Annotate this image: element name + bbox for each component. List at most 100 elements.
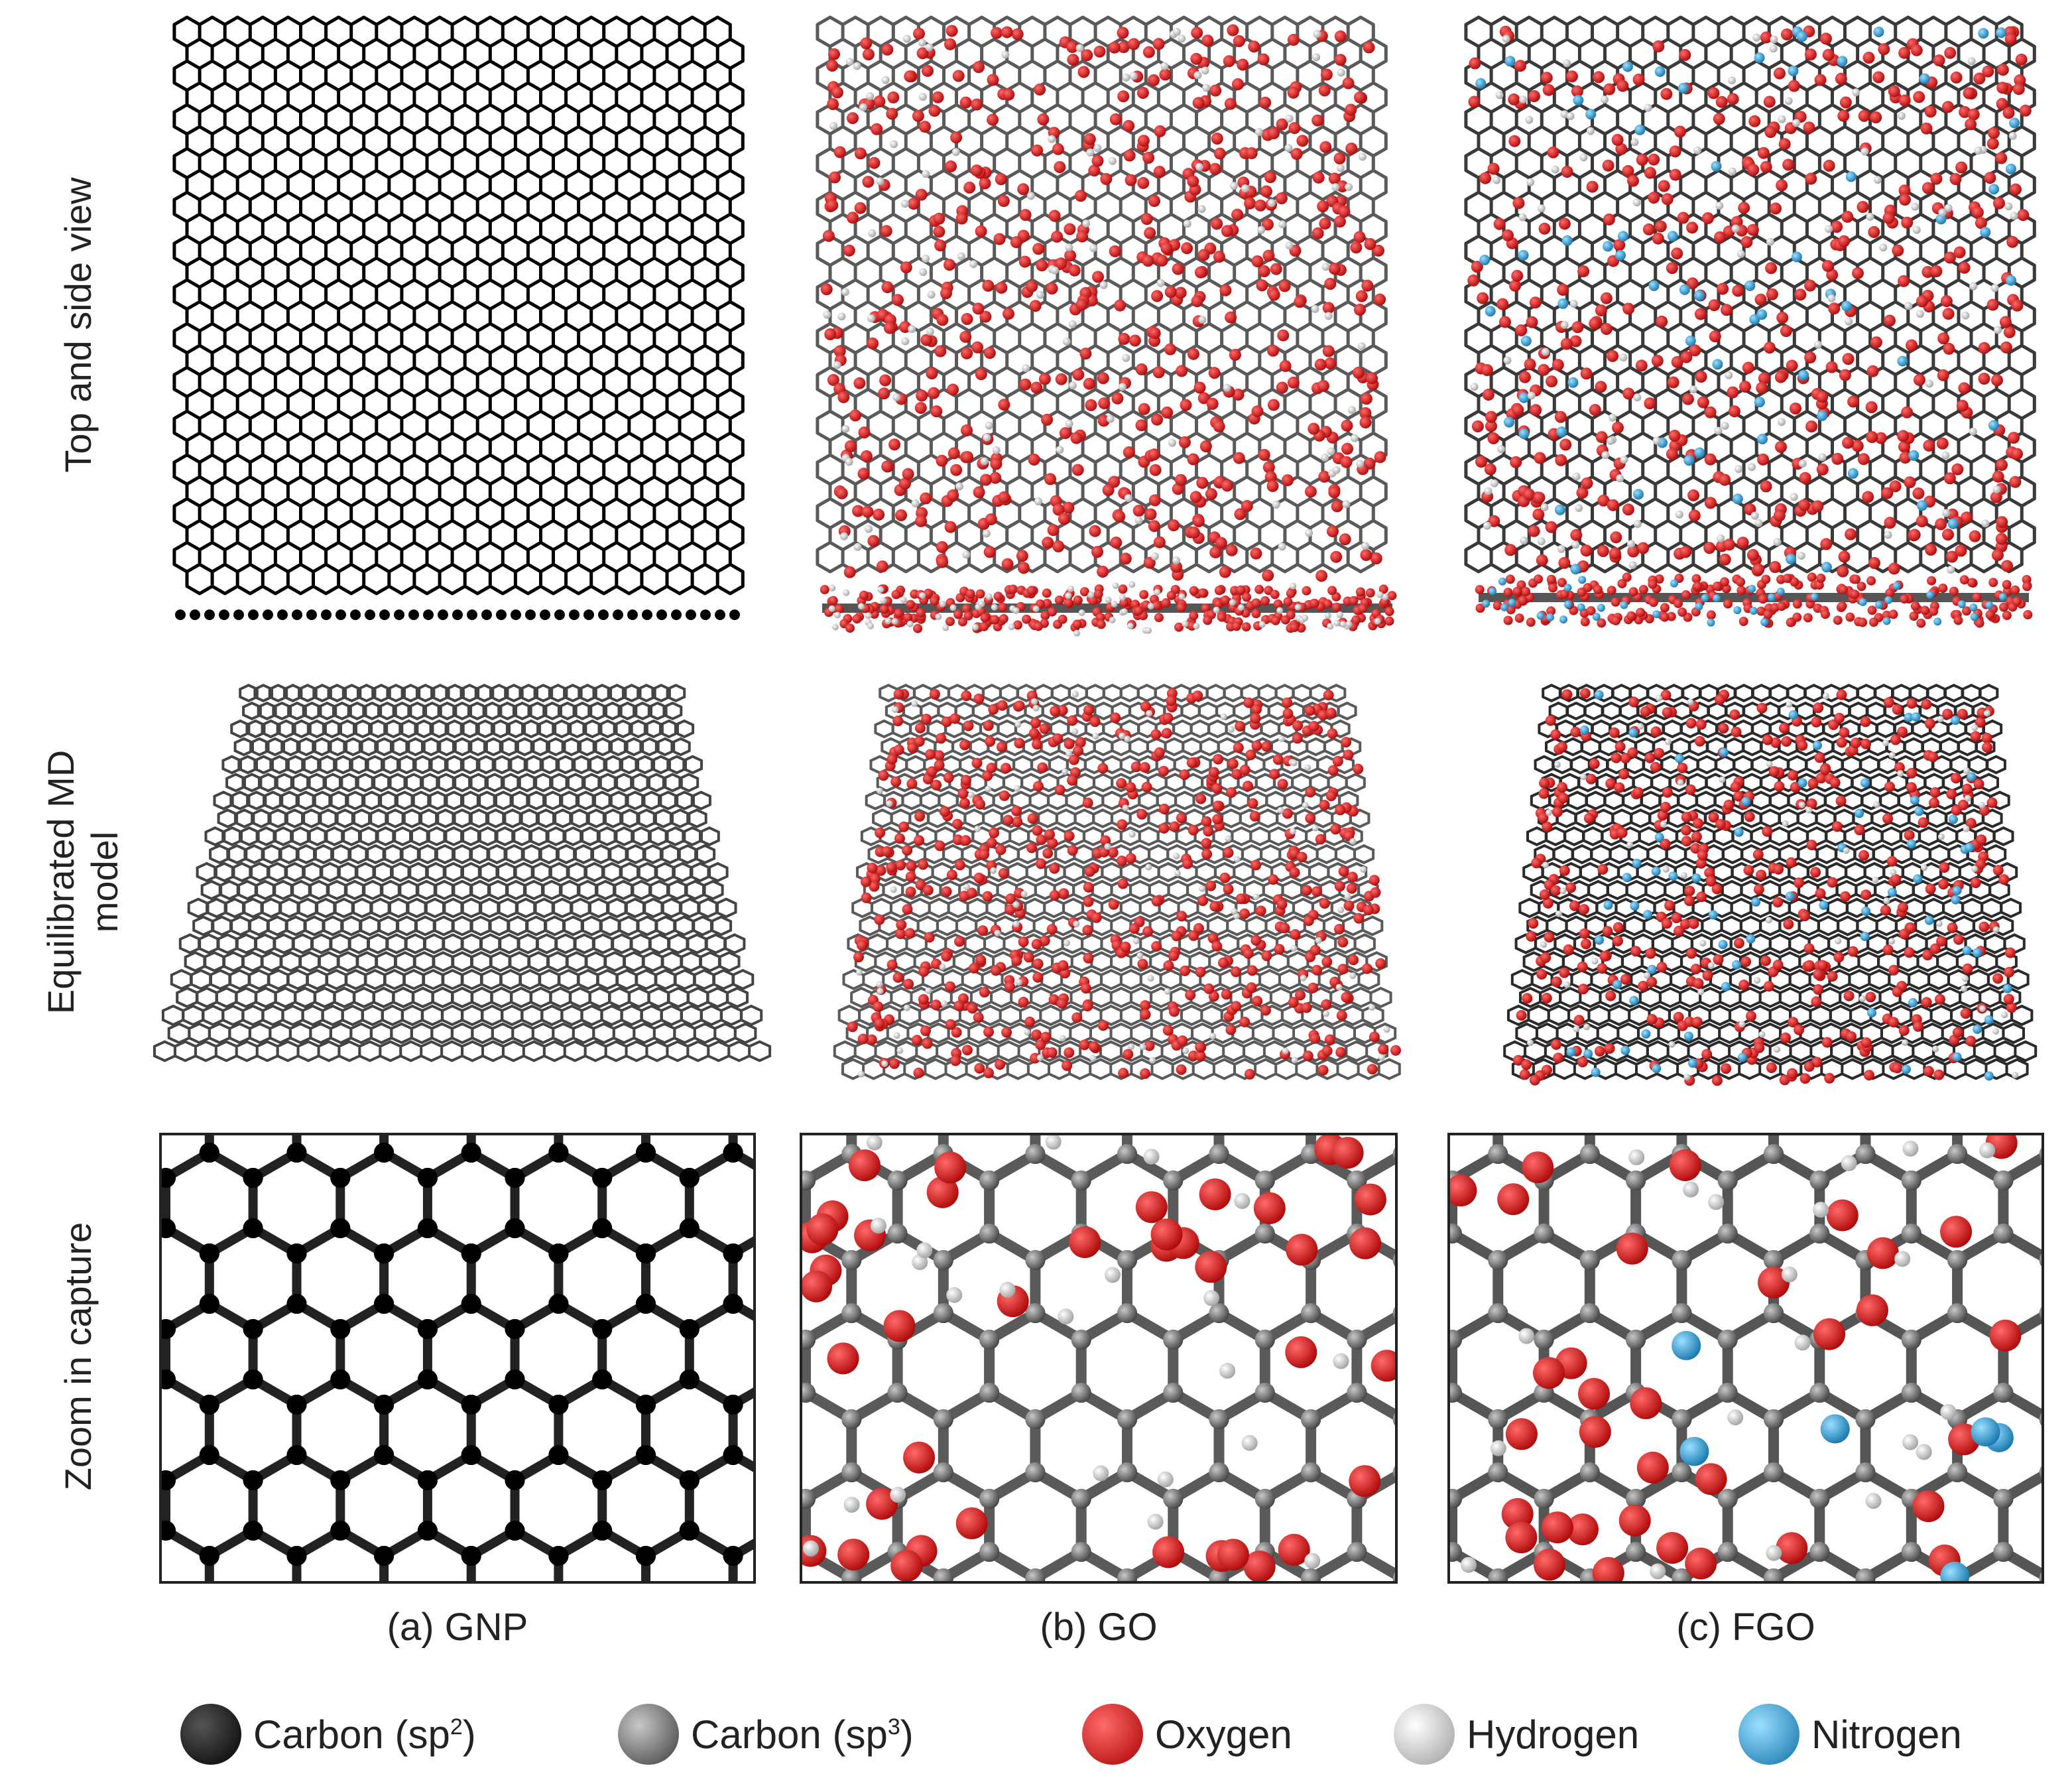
gnp-side-atom [175, 609, 186, 620]
fgo-side-nitrogen [1577, 603, 1585, 611]
go-oxygen-atom [1331, 500, 1343, 513]
fgo-oxygen-atom [1967, 108, 1980, 121]
fgo-md-nitrogen [1566, 1047, 1576, 1057]
fgo-md-oxygen [1790, 781, 1801, 793]
fgo-md-nitrogen [1741, 796, 1751, 806]
go-oxygen-atom [1277, 329, 1290, 342]
fgo-oxygen-atom [1603, 213, 1615, 225]
go-oxygen-atom [886, 107, 898, 120]
go-md-oxygen [1083, 704, 1094, 716]
gnp-zoom-atom [112, 1143, 132, 1163]
fgo-oxygen-atom [1616, 80, 1629, 92]
fgo-md-oxygen [1686, 948, 1697, 959]
go-oxygen-atom [1245, 147, 1258, 159]
go-oxygen-atom [1036, 259, 1048, 272]
fgo-nitrogen-atom [1754, 52, 1765, 64]
go-oxygen-atom [852, 505, 865, 517]
fgo-side-oxygen [1548, 583, 1557, 593]
fgo-md-hydrogen [1656, 694, 1662, 702]
fgo-nitrogen-atom [1518, 249, 1529, 261]
fgo-md-oxygen [1691, 831, 1702, 842]
fgo-md-hydrogen [1719, 776, 1726, 783]
go-oxygen-atom [1327, 525, 1339, 538]
go-oxygen-atom [1132, 505, 1145, 517]
fgo-side-nitrogen [1592, 613, 1601, 621]
go-side-hydrogen [1012, 607, 1020, 614]
fgo-md-oxygen [1615, 741, 1626, 752]
go-hydrogen-atom [1342, 500, 1351, 509]
go-md-hydrogen [1122, 804, 1129, 812]
go-oxygen-atom [1223, 55, 1235, 68]
fgo-oxygen-atom [1837, 565, 1849, 578]
go-side-oxygen [1064, 598, 1073, 608]
fgo-md-hydrogen [1626, 841, 1634, 848]
go-md-oxygen [973, 693, 985, 704]
go-md-oxygen [892, 716, 904, 727]
go-side-oxygen [930, 596, 940, 606]
fgo-zoom-oxygen [1636, 1451, 1669, 1484]
fgo-nitrogen-atom [1897, 355, 1908, 367]
fgo-md-oxygen [1772, 960, 1784, 970]
fgo-md-oxygen [1673, 1011, 1684, 1023]
fgo-md-oxygen [2004, 967, 2015, 978]
go-oxygen-atom [826, 60, 839, 72]
go-oxygen-atom [1001, 558, 1014, 570]
gnp-zoom-atom [636, 1596, 656, 1616]
fgo-md-hydrogen [1738, 1021, 1746, 1028]
fgo-hydrogen-atom [1541, 348, 1550, 356]
gnp-side-atom [554, 609, 565, 620]
go-md-oxygen [924, 932, 935, 943]
go-md-oxygen [1311, 964, 1323, 976]
go-md-oxygen [1321, 956, 1333, 968]
go-zoom-hydrogen [916, 1242, 933, 1259]
go-oxygen-atom [1019, 209, 1032, 222]
go-md-oxygen [1231, 1001, 1242, 1012]
fgo-zoom-carbon [1449, 1383, 1462, 1403]
gnp-zoom-atom [810, 1092, 830, 1112]
fgo-oxygen-atom [1732, 285, 1744, 297]
gnp-zoom-atom [461, 1092, 481, 1112]
go-zoom-carbon [934, 1091, 953, 1111]
go-hydrogen-atom [1172, 28, 1181, 36]
go-md-hydrogen [856, 969, 863, 976]
fgo-oxygen-atom [1884, 314, 1896, 327]
fgo-oxygen-atom [1534, 452, 1546, 464]
go-zoom-oxygen [1331, 1137, 1364, 1169]
go-hydrogen-atom [1034, 497, 1042, 505]
fgo-oxygen-atom [1559, 438, 1572, 451]
fgo-oxygen-atom [1841, 210, 1854, 223]
go-md-oxygen [1282, 697, 1293, 708]
go-md-oxygen [982, 891, 993, 902]
fgo-md-oxygen [1552, 806, 1563, 818]
fgo-oxygen-atom [1866, 365, 1879, 377]
fgo-side-oxygen [1505, 574, 1515, 584]
go-hydrogen-atom [1106, 414, 1115, 423]
go-oxygen-atom [1275, 192, 1288, 204]
go-md-oxygen [1151, 941, 1162, 952]
fgo-oxygen-atom [1560, 338, 1573, 350]
go-oxygen-atom [1229, 349, 1241, 361]
fgo-md-hydrogen [1937, 716, 1944, 723]
go-oxygen-atom [971, 98, 983, 111]
go-side-oxygen [1286, 588, 1296, 598]
go-md-oxygen [1223, 883, 1234, 895]
go-md-hydrogen [1119, 732, 1126, 739]
go-oxygen-atom [934, 345, 947, 357]
fgo-oxygen-atom [1545, 521, 1557, 533]
fgo-zoom-carbon [1764, 1144, 1784, 1164]
fgo-md-oxygen [1696, 891, 1707, 903]
go-md-hydrogen [1378, 1054, 1386, 1061]
fgo-md-nitrogen [1675, 753, 1684, 763]
fgo-oxygen-atom [1502, 229, 1514, 241]
go-oxygen-atom [1019, 378, 1032, 391]
go-oxygen-atom [1074, 190, 1087, 202]
go-oxygen-atom [1154, 125, 1166, 137]
fgo-md-oxygen [1819, 764, 1831, 775]
fgo-side-oxygen [1737, 586, 1746, 596]
fgo-oxygen-atom [2011, 448, 2023, 460]
go-side-hydrogen [1127, 623, 1134, 629]
fgo-oxygen-atom [1704, 497, 1717, 509]
go-oxygen-atom [1250, 547, 1262, 560]
go-oxygen-atom [1055, 257, 1067, 270]
go-hydrogen-atom [1134, 516, 1143, 525]
